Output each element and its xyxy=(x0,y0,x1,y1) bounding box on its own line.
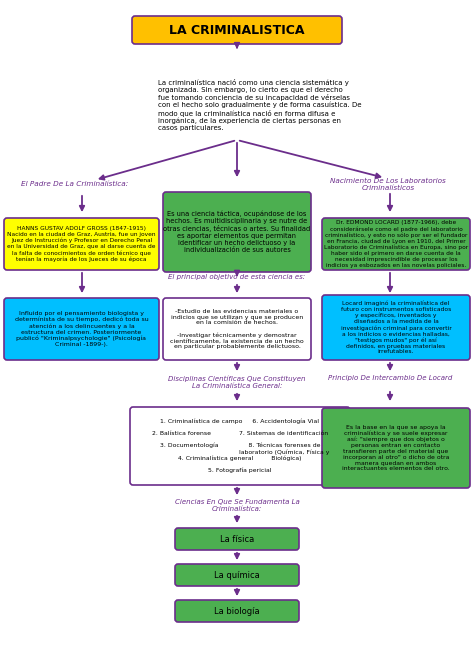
Text: LA CRIMINALISTICA: LA CRIMINALISTICA xyxy=(169,23,305,36)
FancyBboxPatch shape xyxy=(175,564,299,586)
FancyBboxPatch shape xyxy=(130,407,350,485)
Text: Ciencias En Que Se Fundamenta La
Criminalística:: Ciencias En Que Se Fundamenta La Crimina… xyxy=(174,499,300,512)
Text: Influido por el pensamiento biologista y
determínista de su tiempo, dedicó toda : Influido por el pensamiento biologista y… xyxy=(15,311,148,347)
FancyBboxPatch shape xyxy=(132,16,342,44)
FancyBboxPatch shape xyxy=(4,298,159,360)
Text: 1. Criminalística de campo     6. Accidentología Vial

2. Balística forense     : 1. Criminalística de campo 6. Accidentol… xyxy=(151,419,329,473)
FancyBboxPatch shape xyxy=(163,192,311,272)
Text: El Padre De La Criminalística:: El Padre De La Criminalística: xyxy=(21,181,128,187)
FancyBboxPatch shape xyxy=(163,298,311,360)
Text: Nacimiento De Los Laboratorios
Criminalísticos: Nacimiento De Los Laboratorios Criminalí… xyxy=(330,178,446,191)
Text: La biología: La biología xyxy=(214,606,260,616)
FancyBboxPatch shape xyxy=(322,295,470,360)
Text: Es la base en la que se apoya la
criminalística y se suele expresar
así: "siempr: Es la base en la que se apoya la crimina… xyxy=(342,425,450,472)
Text: Es una ciencia táctica, ocupándose de los
hechos. Es multidisciplinaria y se nut: Es una ciencia táctica, ocupándose de lo… xyxy=(164,210,310,253)
Text: -Estudio de las evidencias materiales o
indicios que se utilizan y que se produc: -Estudio de las evidencias materiales o … xyxy=(170,309,304,349)
Text: El principal objetivo de esta ciencia es:: El principal objetivo de esta ciencia es… xyxy=(168,274,306,280)
Text: Principio De Intercambio De Locard: Principio De Intercambio De Locard xyxy=(328,375,452,381)
Text: Dr. EDMOND LOCARD (1877-1966), debe
considerársele como el padre del laboratorio: Dr. EDMOND LOCARD (1877-1966), debe cons… xyxy=(324,220,468,268)
Text: HANNS GUSTAV ADOLF GROSS (1847-1915)
Nacido en la ciudad de Graz, Austria, fue u: HANNS GUSTAV ADOLF GROSS (1847-1915) Nac… xyxy=(7,226,156,262)
Text: Locard imaginó la criminalística del
futuro con instrumentos sofisticados
y espe: Locard imaginó la criminalística del fut… xyxy=(340,301,451,354)
Text: La química: La química xyxy=(214,570,260,580)
Text: Disciplinas Científicas Que Constituyen
La Criminalística General:: Disciplinas Científicas Que Constituyen … xyxy=(168,375,306,389)
FancyBboxPatch shape xyxy=(322,218,470,270)
FancyBboxPatch shape xyxy=(175,600,299,622)
FancyBboxPatch shape xyxy=(4,218,159,270)
Text: La física: La física xyxy=(220,535,254,543)
FancyBboxPatch shape xyxy=(322,408,470,488)
Text: La criminalística nació como una ciencia sistemática y
organizada. Sin embargo, : La criminalística nació como una ciencia… xyxy=(158,78,362,131)
FancyBboxPatch shape xyxy=(175,528,299,550)
